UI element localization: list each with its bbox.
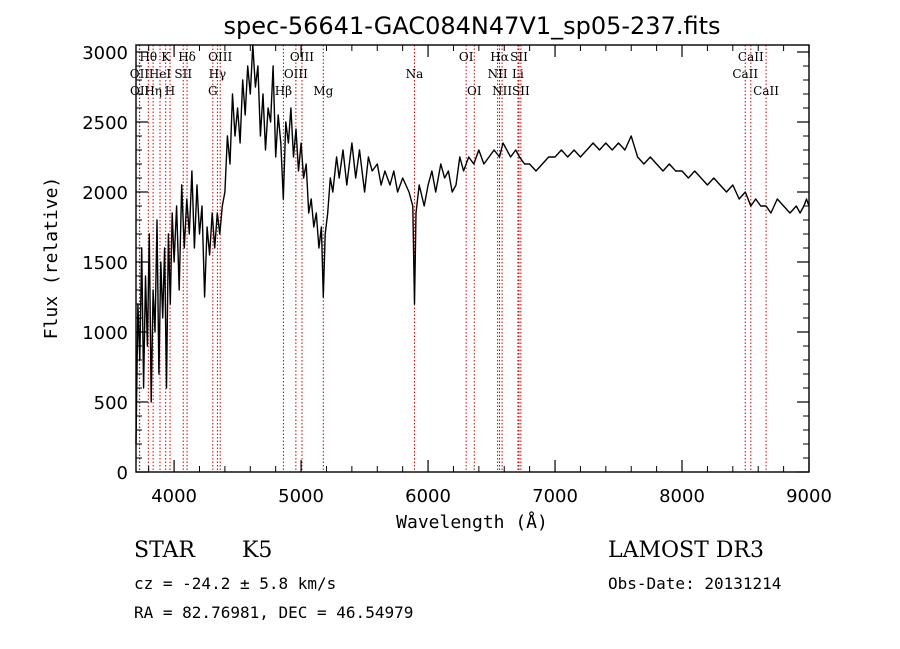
spectral-line-label: SII — [510, 50, 528, 64]
spectral-line-label: OIII — [284, 67, 308, 81]
y-tick-label: 2000 — [82, 183, 128, 204]
survey-name: LAMOST DR3 — [608, 538, 764, 563]
object-subclass: K5 — [242, 538, 273, 563]
object-class: STAR — [134, 538, 195, 563]
spectral-line-label: NII — [488, 67, 508, 81]
spectral-line-label: OIII — [208, 50, 232, 64]
spectral-line-label: CaII — [738, 50, 764, 64]
spectral-line-label: OI — [459, 50, 474, 64]
y-tick-label: 1000 — [82, 323, 128, 344]
y-axis-ticks: 0 500 1000 1500 2000 2500 3000 — [82, 43, 809, 484]
chart-title: spec-56641-GAC084N47V1_sp05-237.fits — [224, 12, 721, 40]
observation-date: Obs-Date: 20131214 — [608, 574, 782, 593]
spectral-line-label: SII — [174, 67, 192, 81]
y-tick-label: 500 — [94, 393, 128, 414]
spectral-line-label: Mg — [313, 84, 333, 98]
y-tick-label: 3000 — [82, 43, 128, 64]
redshift-text: cz = -24.2 ± 5.8 km/s — [134, 574, 337, 593]
spectrum-line — [135, 44, 810, 445]
spectral-line-markers — [138, 45, 767, 472]
spectral-line-label: Hβ — [275, 84, 292, 98]
spectral-line-label: Hη — [144, 84, 162, 98]
spectral-line-label: SII — [512, 84, 530, 98]
spectral-line-label: OIII — [290, 50, 314, 64]
spectral-line-label: HeI — [149, 67, 172, 81]
spectral-line-label: Hα — [490, 50, 509, 64]
coordinates-text: RA = 82.76981, DEC = 46.54979 — [134, 603, 414, 622]
spectral-line-label: G — [208, 84, 218, 98]
plot-frame — [135, 44, 810, 473]
spectral-line-label: NII — [492, 84, 512, 98]
x-tick-label: 4000 — [151, 486, 197, 507]
x-tick-label: 9000 — [786, 486, 832, 507]
spectral-line-label: Hδ — [178, 50, 196, 64]
spectral-line-label: Li — [512, 67, 524, 81]
spectral-line-label: K — [161, 50, 171, 64]
x-axis-ticks: 4000 5000 6000 7000 8000 9000 — [148, 45, 832, 507]
spectral-line-label: OII — [130, 84, 150, 98]
x-tick-label: 7000 — [532, 486, 578, 507]
y-tick-label: 0 — [117, 463, 128, 484]
x-tick-label: 8000 — [659, 486, 705, 507]
x-tick-label: 6000 — [405, 486, 451, 507]
y-tick-label: 2500 — [82, 113, 128, 134]
y-axis-label: Flux (relative) — [41, 177, 62, 340]
spectral-line-label: Na — [406, 67, 424, 81]
y-tick-label: 1500 — [82, 253, 128, 274]
spectral-line-label: CaII — [732, 67, 758, 81]
spectral-line-label: Hθ — [139, 50, 157, 64]
spectral-line-label: Hγ — [209, 67, 227, 81]
spectral-line-label: OII — [130, 67, 150, 81]
spectral-line-label: CaII — [753, 84, 779, 98]
x-axis-label: Wavelength (Å) — [396, 511, 548, 533]
x-tick-label: 5000 — [278, 486, 324, 507]
spectral-line-label: OI — [467, 84, 482, 98]
spectral-line-label: H — [165, 84, 175, 98]
